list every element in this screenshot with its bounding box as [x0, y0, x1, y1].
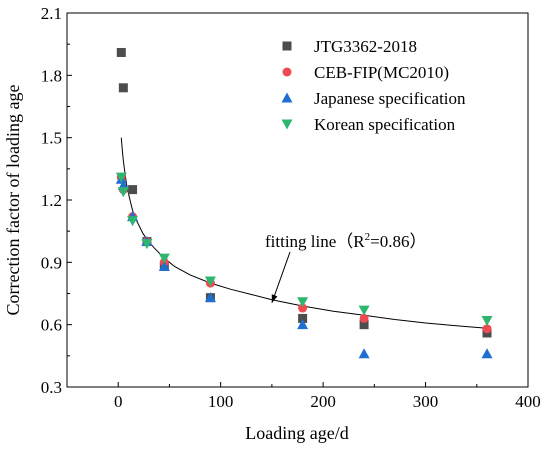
- annotation-prefix: fitting line（R: [265, 232, 365, 251]
- data-point: [358, 348, 370, 359]
- data-point: [297, 297, 309, 308]
- legend-marker: [281, 119, 293, 130]
- data-point: [481, 348, 493, 359]
- data-points: [115, 47, 493, 359]
- legend-marker: [281, 92, 293, 103]
- y-tick-label: 0.6: [41, 316, 62, 335]
- x-tick-label: 0: [114, 392, 123, 411]
- legend-marker: [282, 67, 292, 77]
- data-point: [115, 172, 127, 183]
- y-tick-label: 1.2: [41, 191, 62, 210]
- x-tick-label: 300: [413, 392, 439, 411]
- data-point: [359, 313, 369, 323]
- data-point: [298, 303, 308, 313]
- fit-annotation: fitting line（R2=0.86）: [265, 231, 426, 304]
- legend: JTG3362-2018 CEB-FIP(MC2010) Japanese spec…: [281, 37, 466, 134]
- data-point: [204, 276, 216, 287]
- legend-label: JTG3362-2018: [314, 37, 417, 56]
- data-point: [297, 319, 309, 330]
- data-point: [127, 216, 139, 227]
- annotation-arrow: [271, 251, 291, 304]
- y-tick-label: 2.1: [41, 4, 62, 23]
- data-point: [158, 253, 170, 264]
- legend-marker: [282, 41, 292, 51]
- y-tick-label: 1.5: [41, 129, 62, 148]
- annotation-arrowhead: [271, 294, 278, 303]
- data-point: [128, 185, 138, 195]
- data-point: [358, 305, 370, 316]
- y-tick-label: 0.3: [41, 378, 62, 397]
- legend-label: Korean specification: [314, 115, 456, 134]
- data-point: [481, 316, 493, 327]
- annotation-suffix: =0.86）: [370, 232, 426, 251]
- plot-frame: [66, 12, 529, 388]
- data-point: [141, 239, 153, 250]
- data-point: [482, 324, 492, 334]
- y-tick-label: 0.9: [41, 253, 62, 272]
- annotation-text: fitting line（R2=0.86）: [265, 231, 426, 251]
- data-point: [118, 83, 128, 93]
- x-axis: 0 100 200 300 400: [66, 382, 541, 411]
- x-axis-label: Loading age/d: [245, 423, 348, 443]
- data-point: [158, 260, 170, 271]
- legend-label: Japanese specification: [314, 89, 466, 108]
- x-tick-label: 200: [310, 392, 336, 411]
- data-point: [117, 187, 129, 198]
- data-point: [359, 320, 369, 330]
- y-axis-label: Correction factor of loading age: [3, 85, 23, 316]
- y-tick-label: 1.8: [41, 66, 62, 85]
- legend-label: CEB-FIP(MC2010): [314, 63, 449, 82]
- x-tick-label: 400: [515, 392, 541, 411]
- annotation-superscript: 2: [365, 231, 371, 243]
- data-point: [298, 313, 308, 323]
- y-axis: 0.3 0.6 0.9 1.2 1.5 1.8 2.1: [41, 4, 72, 397]
- data-point: [204, 292, 216, 303]
- data-point: [116, 47, 126, 57]
- x-tick-label: 100: [208, 392, 234, 411]
